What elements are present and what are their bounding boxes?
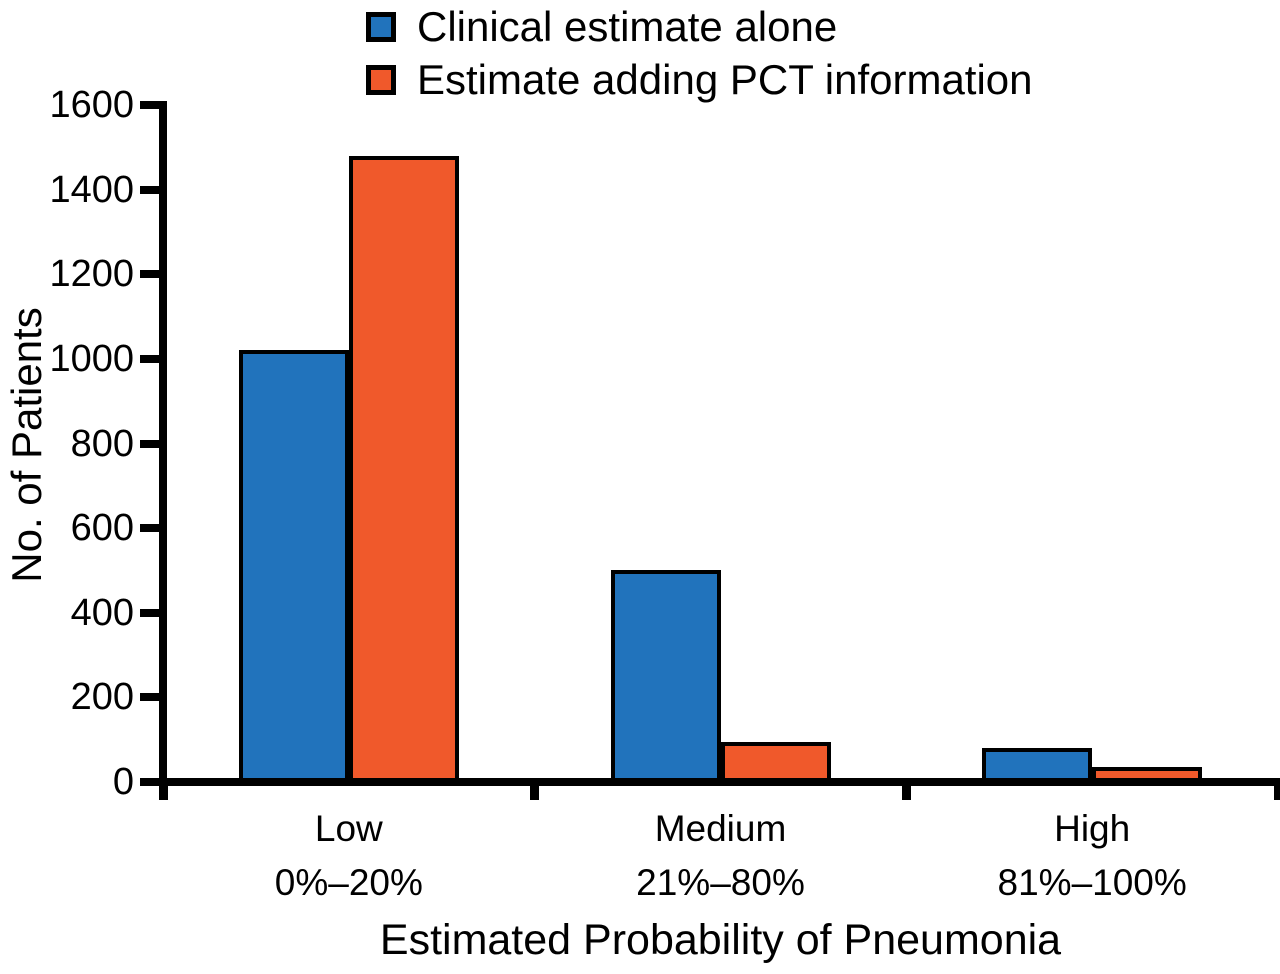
bar-medium-series-1 (721, 742, 831, 782)
x-tick-mark (158, 780, 168, 800)
y-tick-mark (140, 101, 164, 109)
legend-item-clinical-estimate: Clinical estimate alone (366, 0, 1033, 53)
bar-high-series-0 (982, 748, 1092, 782)
x-tick-mark (1273, 780, 1280, 800)
y-axis-line (159, 101, 167, 786)
category-range: 81%–100% (997, 862, 1187, 903)
chart-legend: Clinical estimate alone Estimate adding … (366, 0, 1033, 106)
x-category-label-high: High 81%–100% (942, 810, 1242, 901)
blue-square-swatch-icon (366, 11, 396, 42)
category-range: 21%–80% (636, 862, 805, 903)
y-tick-label: 800 (70, 422, 134, 465)
bar-medium-series-0 (611, 570, 721, 782)
y-tick-mark (140, 608, 164, 617)
x-tick-mark (901, 780, 911, 800)
y-tick-label: 0 (112, 761, 134, 803)
bar-low-series-1 (349, 156, 459, 782)
category-name: Medium (654, 808, 787, 849)
y-tick-mark (140, 185, 164, 194)
legend-item-pct-estimate: Estimate adding PCT information (366, 53, 1033, 106)
y-tick-label: 1600 (49, 84, 134, 126)
legend-label-pct-estimate: Estimate adding PCT information (417, 55, 1033, 103)
x-tick-mark (530, 780, 540, 800)
y-tick-label: 1200 (49, 253, 134, 296)
y-tick-mark (140, 270, 164, 279)
x-category-label-medium: Medium 21%–80% (571, 810, 871, 901)
category-name: High (1054, 808, 1131, 849)
x-axis-title: Estimated Probability of Pneumonia (379, 916, 1062, 964)
y-tick-mark (140, 778, 164, 786)
y-tick-label: 200 (70, 676, 134, 719)
x-axis-line (159, 778, 1280, 786)
legend-label-clinical-estimate: Clinical estimate alone (417, 2, 838, 50)
y-tick-label: 1400 (49, 168, 134, 211)
y-tick-label: 400 (70, 591, 134, 634)
category-range: 0%–20% (274, 862, 423, 903)
y-tick-label: 1000 (49, 337, 134, 380)
y-tick-label: 600 (70, 507, 134, 550)
y-tick-mark (140, 693, 164, 702)
y-tick-mark (140, 439, 164, 448)
orange-square-swatch-icon (366, 64, 396, 95)
y-tick-mark (140, 354, 164, 363)
y-tick-mark (140, 524, 164, 533)
bar-low-series-0 (239, 350, 349, 782)
category-name: Low (314, 808, 383, 849)
x-category-label-low: Low 0%–20% (199, 810, 499, 901)
